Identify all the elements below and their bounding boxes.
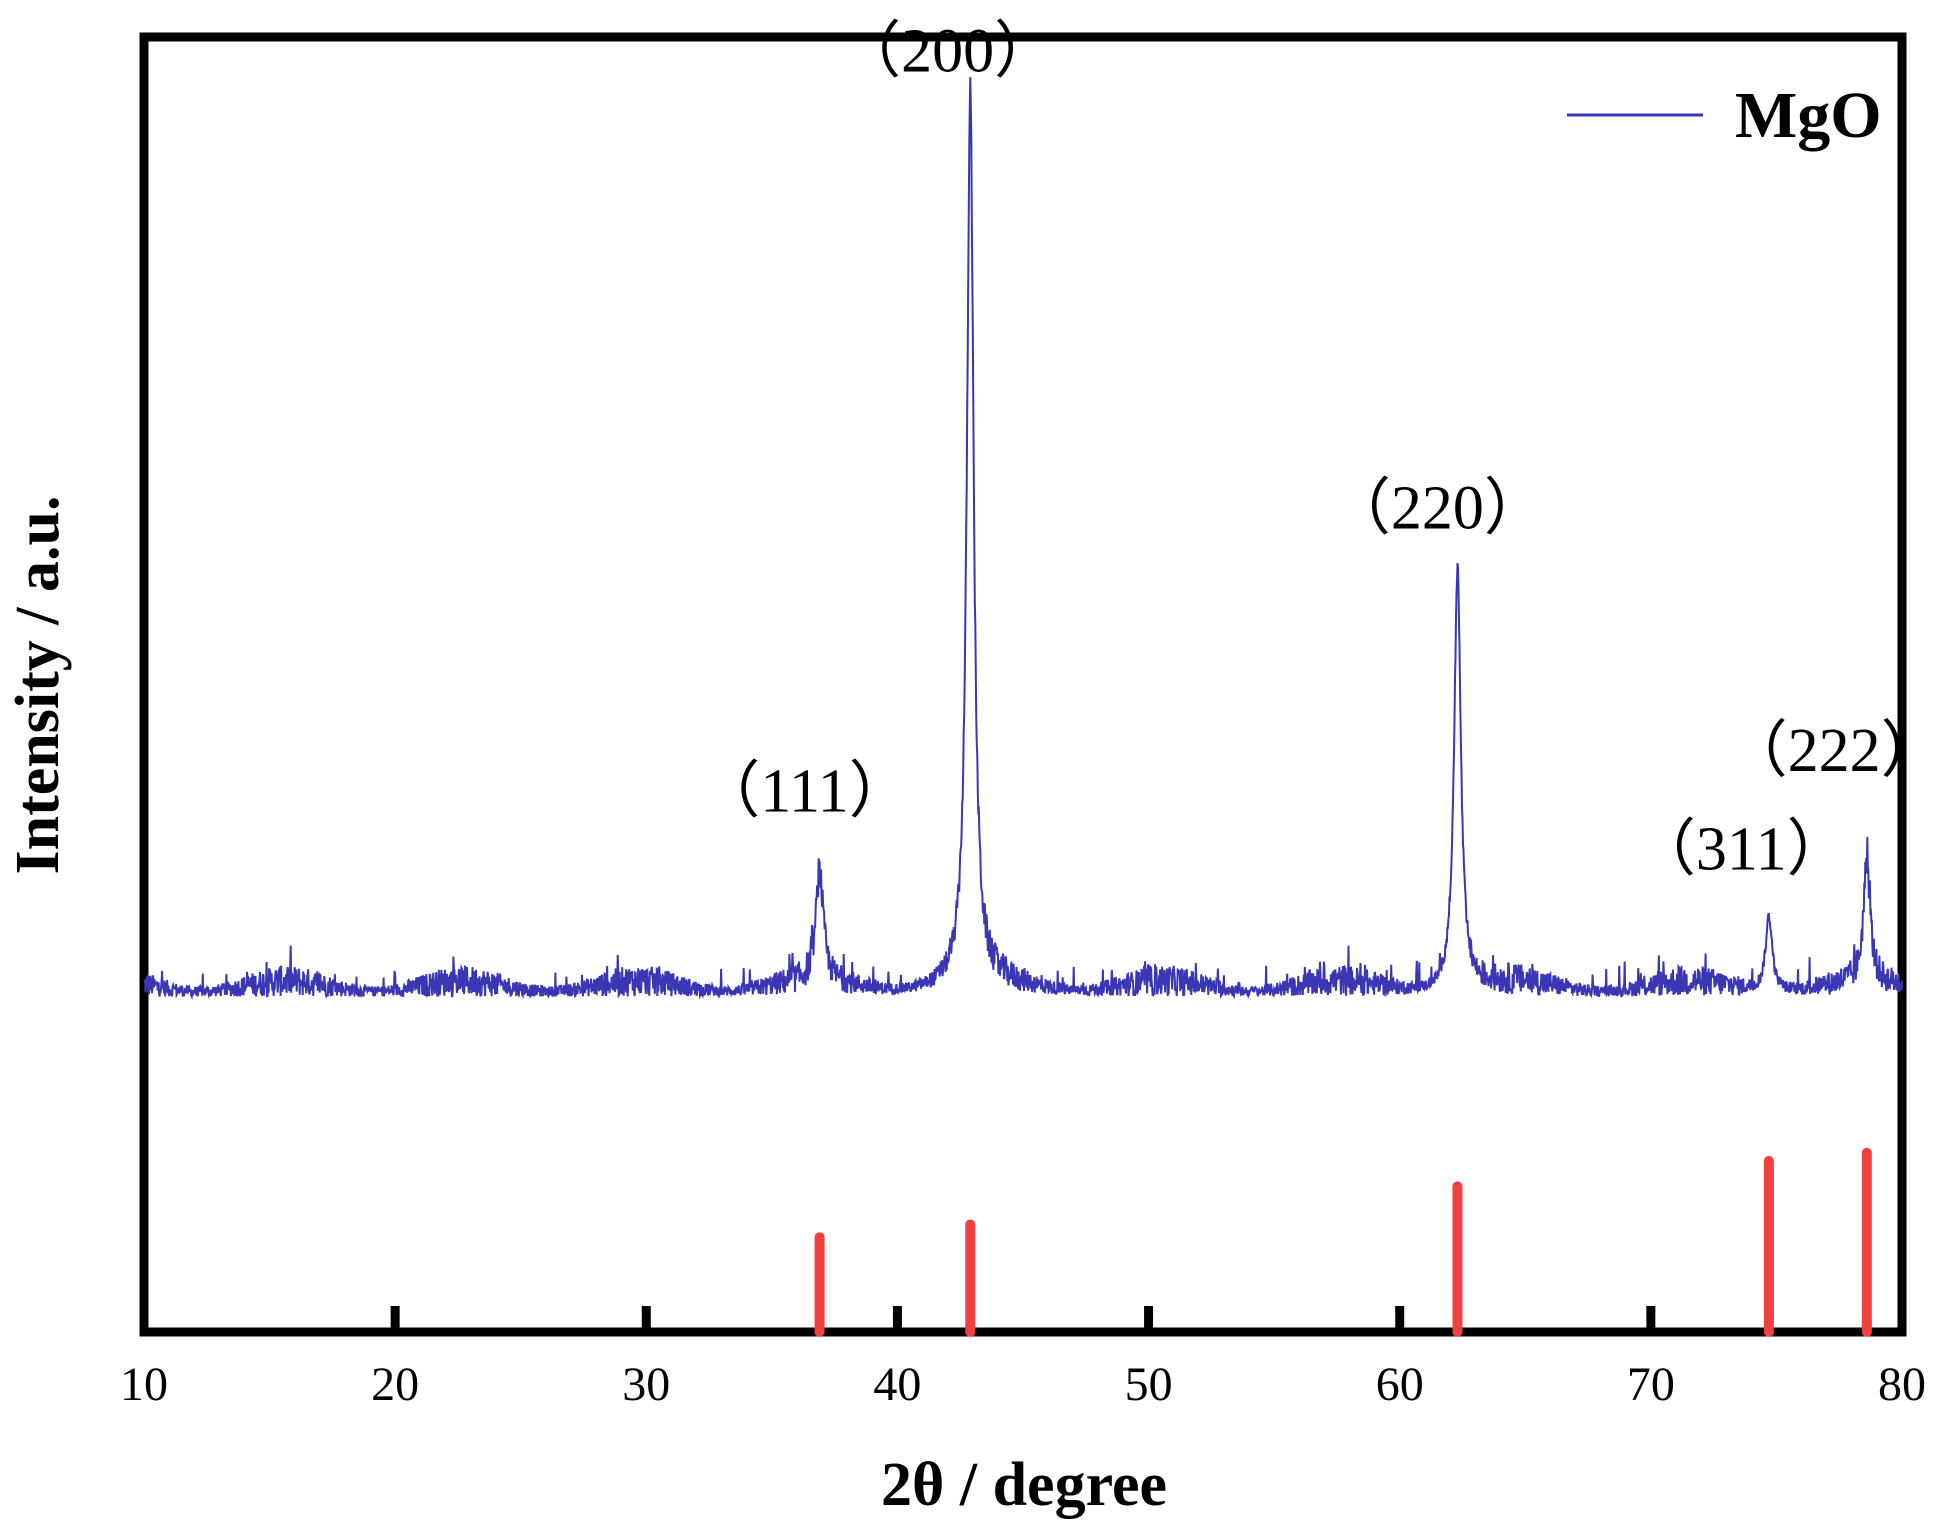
x-tick-label: 70 [1627, 1358, 1675, 1411]
x-tick-label: 30 [622, 1358, 670, 1411]
peak-label: （311） [1634, 816, 1849, 884]
plot-frame [139, 32, 1907, 1337]
x-axis-ticks: 10 20 30 40 50 60 70 80 [120, 1306, 1926, 1411]
x-tick-label: 50 [1125, 1358, 1173, 1411]
reference-lines [814, 1147, 1872, 1337]
peak-label: （111） [698, 758, 910, 826]
peak-label: （200） [839, 18, 1056, 86]
peak-label: （220） [1329, 474, 1546, 542]
x-tick-label: 10 [120, 1358, 168, 1411]
y-axis-title: Intensity / a.u. [4, 496, 72, 875]
x-axis-title: 2θ / degree [881, 1451, 1167, 1519]
x-tick-label: 20 [371, 1358, 419, 1411]
x-tick-label: 40 [873, 1358, 921, 1411]
series-mgo-line [143, 77, 1903, 1001]
peak-label: （222） [1726, 717, 1943, 785]
x-tick-label: 60 [1376, 1358, 1424, 1411]
legend-label-mgo: MgO [1735, 79, 1882, 152]
peak-annotations: （111） （200） （220） （311） （222） [698, 18, 1942, 884]
x-tick-label: 80 [1878, 1358, 1926, 1411]
legend: MgO [1567, 79, 1882, 152]
